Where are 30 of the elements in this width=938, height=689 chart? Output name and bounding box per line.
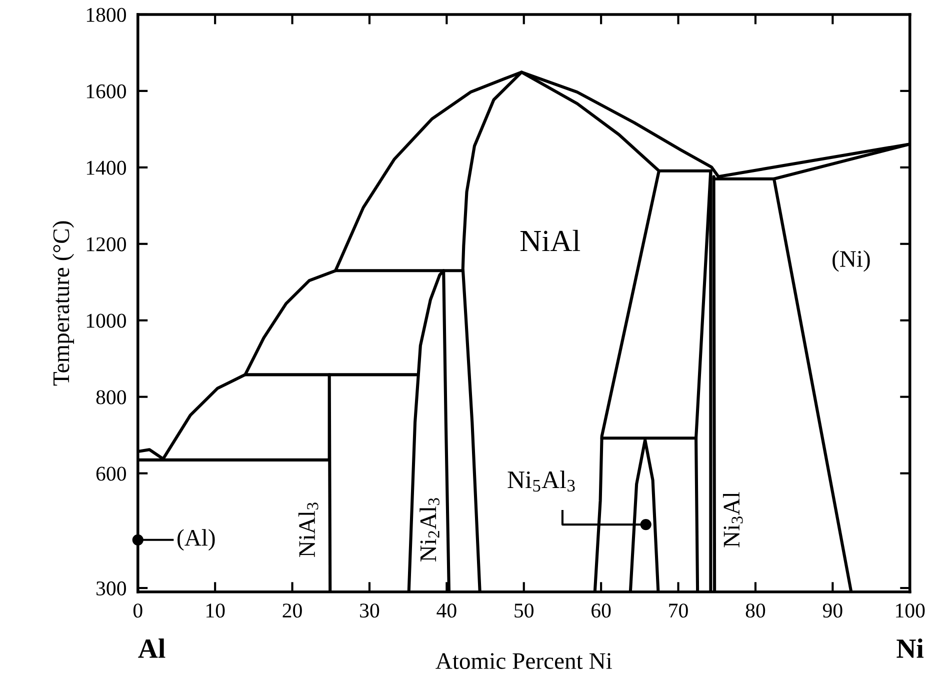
x-tick-label: 20 (282, 604, 302, 618)
y-tick-label: 1800 (86, 8, 126, 22)
x-tick-label: 0 (133, 604, 142, 618)
annotation: NiAl (520, 230, 580, 252)
x-tick-label: 70 (669, 604, 688, 618)
y-tick-label: 1400 (86, 160, 126, 175)
y-tick-label: 800 (96, 390, 126, 404)
x-tick-label: 50 (514, 604, 534, 618)
x-axis-title: Atomic Percent Ni (436, 653, 612, 670)
text: Al (138, 638, 166, 658)
annotation: Ni$_{2}$Al$_{3}$ (420, 498, 440, 562)
x-tick-label: 90 (822, 604, 842, 618)
y-axis-title: Temperature (°C) (52, 221, 74, 386)
annotation: Ni$_{5}$Al$_{3}$ (508, 470, 575, 492)
annotation: NiAl$_{3}$ (298, 502, 318, 558)
y-tick-label: 1600 (86, 84, 126, 98)
x-tick-label: 80 (746, 604, 766, 618)
annotation: (Ni) (832, 250, 870, 272)
x-tick-label: 30 (360, 604, 380, 618)
y-tick-label: 1200 (86, 237, 126, 252)
y-tick-label: 600 (96, 466, 126, 481)
x-tick-label: 40 (436, 604, 456, 618)
x-tick-label: 100 (896, 604, 925, 618)
y-tick-label: 1000 (86, 314, 126, 328)
x-tick-label: 60 (592, 604, 611, 618)
y-tick-label: 300 (96, 581, 126, 596)
annotation: Ni$_{3}$Al (723, 492, 743, 548)
text: Ni (896, 638, 924, 658)
x-tick-label: 10 (206, 604, 225, 618)
annotation: (Al) (178, 529, 215, 551)
